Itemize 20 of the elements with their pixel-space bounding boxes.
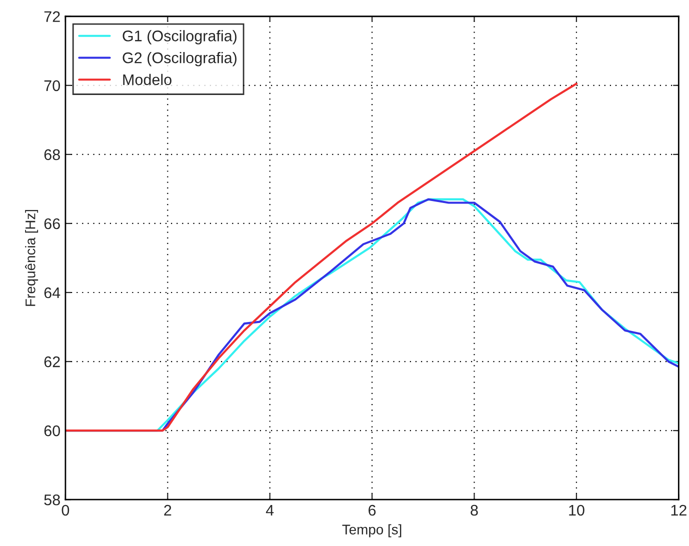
- x-tick-label: 12: [671, 504, 686, 516]
- y-tick-label: 66: [44, 218, 60, 230]
- y-tick-label: 58: [44, 494, 60, 506]
- y-tick-label: 60: [44, 425, 60, 436]
- x-axis-title: Tempo [s]: [342, 524, 402, 538]
- x-tick-label: 0: [62, 504, 70, 516]
- y-axis-title: Frequência [Hz]: [25, 210, 38, 306]
- x-tick-label: 8: [470, 504, 478, 516]
- x-tick-label: 4: [266, 505, 274, 516]
- legend-label: G2 (Oscilografia): [122, 52, 236, 66]
- x-tick-label: 10: [569, 504, 584, 516]
- y-tick-label: 72: [44, 11, 60, 22]
- x-tick-label: 6: [368, 504, 376, 516]
- legend-label: Modelo: [123, 74, 172, 86]
- y-tick-label: 68: [44, 149, 60, 160]
- y-tick-label: 62: [44, 356, 60, 368]
- y-tick-label: 70: [44, 80, 60, 92]
- y-tick-label: 64: [44, 287, 60, 298]
- legend-label: G1 (Oscilografia): [122, 30, 236, 44]
- x-tick-label: 2: [164, 504, 172, 516]
